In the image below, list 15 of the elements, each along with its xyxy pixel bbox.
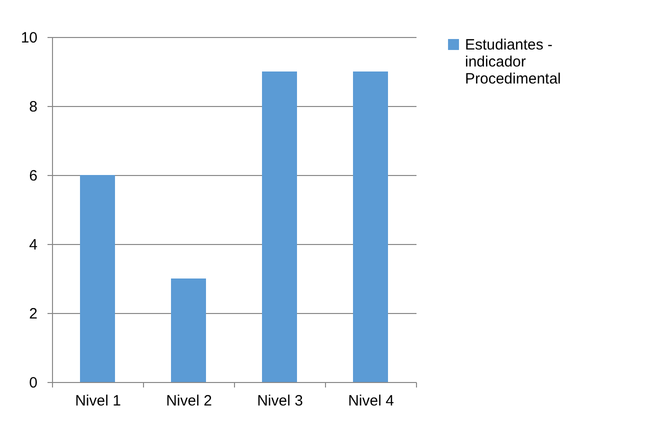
legend-label: Estudiantes - indicador Procedimental [465,36,561,88]
y-tick-label: 8 [29,98,38,116]
y-tick-label: 10 [20,30,38,46]
x-tick-label: Nivel 3 [257,392,303,410]
x-tick-label: Nivel 4 [348,392,394,410]
x-tick-label: Nivel 1 [75,392,121,410]
bar [353,72,388,382]
bar [262,72,297,382]
bar [80,175,115,382]
y-tick-label: 0 [29,374,38,392]
y-tick-label: 4 [29,236,38,254]
y-tick-label: 6 [29,168,38,184]
x-tick-label: Nivel 2 [166,392,212,410]
y-tick-label: 2 [29,306,38,322]
bar [171,278,206,382]
